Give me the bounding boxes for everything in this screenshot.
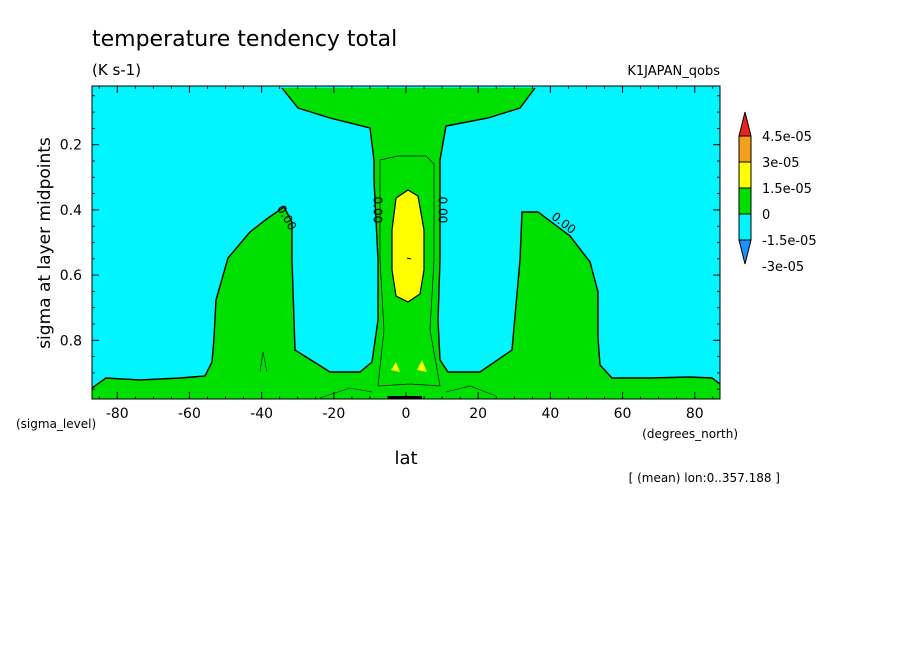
y-tick-label: 0.4 — [60, 203, 82, 219]
y-tick-label: 0.6 — [60, 268, 82, 284]
inner-contour — [377, 155, 441, 387]
colorbar-box — [738, 213, 752, 241]
colorbar-label: -3e-05 — [762, 260, 804, 275]
y-tick-label: 0.8 — [60, 333, 82, 349]
x-tick-label: 60 — [614, 406, 632, 422]
yellow-dash — [406, 257, 412, 260]
colorbar-box — [738, 135, 752, 163]
colorbar-top-arrow — [738, 111, 752, 137]
x-tick-label: -40 — [250, 406, 273, 422]
colorbar-box — [738, 187, 752, 215]
small-contour — [259, 351, 268, 373]
bottom-contour-left — [319, 387, 373, 399]
high-positive-spot-right — [417, 360, 427, 372]
x-tick-label: -20 — [322, 406, 345, 422]
colorbar-label: 4.5e-05 — [762, 130, 812, 145]
colorbar-bottom-arrow — [738, 239, 752, 265]
dark-spot — [388, 396, 422, 399]
y-axis-label: sigma at layer midpoints — [35, 137, 55, 349]
contour-label: 0.00 — [435, 197, 449, 224]
x-tick-label: 0 — [402, 406, 411, 422]
axes: -80 -60 -40 -20 0 20 40 60 80 0.2 0.4 0.6 0.8 — [60, 86, 720, 422]
chart-units: (K s-1) — [92, 61, 141, 79]
x-axis-units: (degrees_north) — [642, 427, 738, 441]
dataset-label: K1JAPAN_qobs — [627, 64, 720, 79]
colorbar: 4.5e-05 3e-05 1.5e-05 0 -1.5e-05 -3e-05 — [738, 111, 817, 275]
x-tick-label: -80 — [106, 406, 129, 422]
footnote: [ (mean) lon:0..357.188 ] — [629, 471, 780, 485]
high-positive-spot-left — [391, 362, 400, 372]
colorbar-box — [738, 161, 752, 189]
yellow-contour — [391, 189, 425, 303]
zero-contour-right — [437, 87, 720, 385]
colorbar-label: 1.5e-05 — [762, 182, 812, 197]
x-axis-label: lat — [394, 448, 417, 469]
x-tick-label: -60 — [178, 406, 201, 422]
zero-contour-left — [92, 87, 379, 389]
x-tick-label: 40 — [541, 406, 559, 422]
colorbar-label: 3e-05 — [762, 156, 800, 171]
x-tick-label: 80 — [686, 406, 704, 422]
contour-label: 0.00 — [371, 197, 385, 224]
contour-fill-layer — [92, 86, 720, 399]
x-tick-label: 20 — [469, 406, 487, 422]
y-axis-units: (sigma_level) — [16, 417, 96, 431]
bottom-contour-right — [445, 385, 497, 397]
colorbar-label: -1.5e-05 — [762, 234, 817, 249]
chart-title: temperature tendency total — [92, 27, 397, 52]
high-positive-core — [392, 190, 424, 302]
colorbar-label: 0 — [762, 208, 770, 223]
y-tick-label: 0.2 — [60, 138, 82, 154]
